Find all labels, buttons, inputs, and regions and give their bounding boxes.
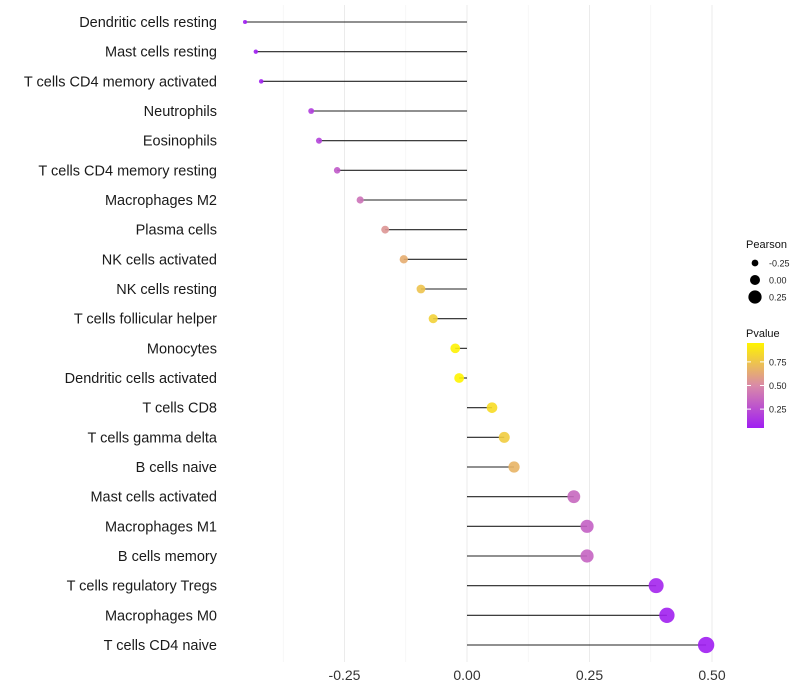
category-label: Monocytes [147, 341, 217, 357]
point [308, 108, 315, 114]
category-label: T cells CD8 [142, 401, 217, 417]
category-label: NK cells activated [102, 252, 217, 268]
category-label: Macrophages M0 [105, 608, 217, 624]
size-legend-label: -0.25 [769, 259, 790, 269]
point [498, 431, 510, 443]
point [428, 314, 438, 324]
point [315, 137, 323, 144]
point [333, 167, 341, 174]
category-label: NK cells resting [116, 282, 217, 298]
x-tick-label: -0.25 [329, 667, 361, 683]
grid-lines [282, 5, 713, 662]
category-label: T cells CD4 naive [104, 638, 217, 654]
point [356, 196, 364, 204]
point [580, 549, 594, 563]
y-axis-labels: Dendritic cells resting Mast cells restin… [24, 15, 218, 654]
point [697, 636, 715, 654]
size-legend-dot [748, 290, 762, 304]
category-label: Macrophages M2 [105, 193, 217, 209]
point [567, 490, 581, 504]
category-label: T cells regulatory Tregs [67, 579, 217, 595]
category-label: B cells naive [136, 460, 217, 476]
category-label: Mast cells resting [105, 45, 217, 61]
point [381, 225, 390, 234]
point [486, 402, 498, 413]
size-legend-dot [751, 259, 759, 267]
category-label: Neutrophils [144, 104, 217, 120]
size-legend-label: 0.25 [769, 293, 787, 303]
points [242, 19, 715, 654]
category-label: B cells memory [118, 549, 218, 565]
size-legend-label: 0.00 [769, 276, 787, 286]
color-bar [747, 343, 764, 428]
category-label: Dendritic cells resting [79, 15, 217, 31]
size-legend-title: Pearson [746, 239, 787, 251]
color-legend-title: Pvalue [746, 328, 780, 340]
category-label: Plasma cells [136, 223, 217, 239]
category-label: Dendritic cells activated [65, 371, 217, 387]
category-label: T cells CD4 memory resting [38, 163, 217, 179]
stems [245, 21, 707, 646]
color-legend-label: 0.75 [769, 357, 787, 367]
point [648, 578, 664, 594]
x-tick-label: 0.00 [453, 667, 480, 683]
category-label: Mast cells activated [90, 490, 217, 506]
point [258, 79, 264, 84]
color-legend-label: 0.50 [769, 381, 787, 391]
legend: Pearson -0.25 0.00 0.25 Pvalue 0.25 0.50 0.75 [746, 239, 790, 428]
color-legend-label: 0.25 [769, 405, 787, 415]
point [580, 519, 594, 533]
point [416, 284, 426, 294]
point [253, 49, 259, 54]
point [508, 461, 520, 473]
x-axis-labels: -0.25 0.00 0.25 0.50 [329, 667, 726, 683]
point [399, 255, 408, 264]
point [242, 19, 248, 25]
category-label: T cells follicular helper [74, 312, 217, 328]
category-label: T cells CD4 memory activated [24, 74, 217, 90]
x-tick-label: 0.50 [698, 667, 725, 683]
category-label: Macrophages M1 [105, 519, 217, 535]
point [659, 607, 675, 623]
point [454, 373, 465, 383]
x-tick-label: 0.25 [576, 667, 603, 683]
size-legend-dot [750, 275, 760, 285]
category-label: Eosinophils [143, 134, 217, 150]
category-label: T cells gamma delta [88, 430, 218, 446]
point [450, 343, 461, 354]
